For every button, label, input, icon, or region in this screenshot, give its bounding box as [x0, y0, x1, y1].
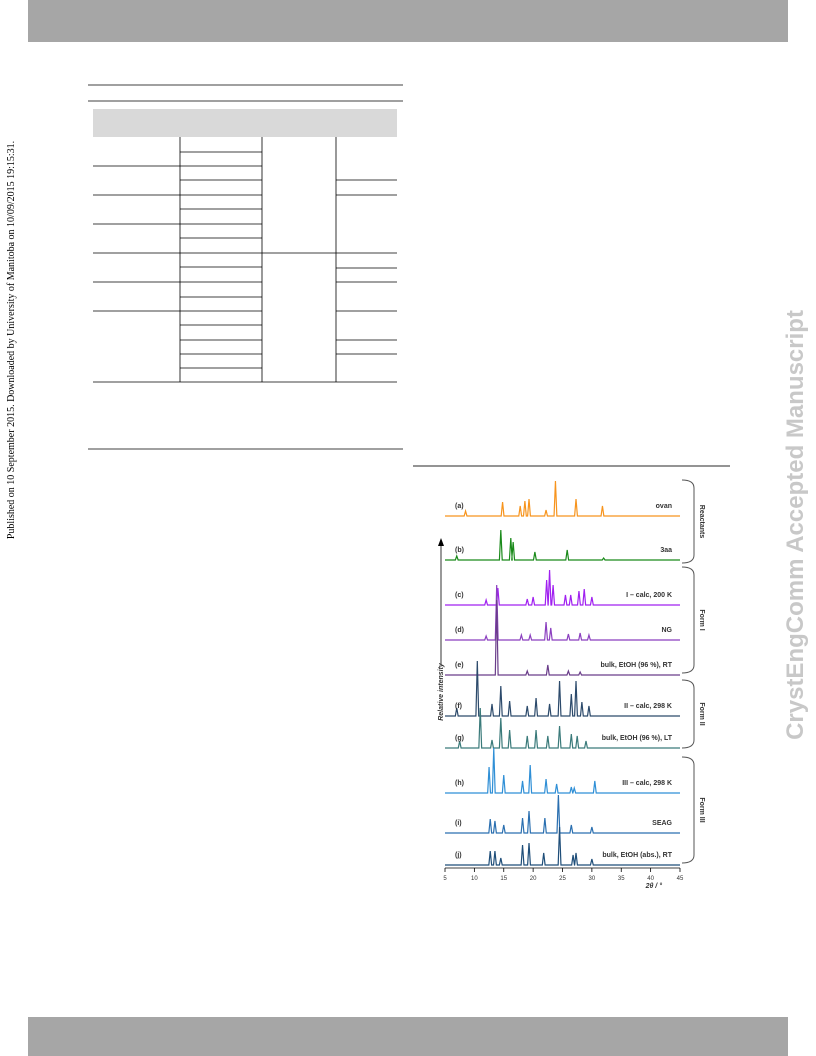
sidebar-left: Published on 10 September 2015. Download… [6, 141, 17, 539]
trace-tag: (b) [455, 547, 464, 554]
trace-label: III – calc, 298 K [622, 780, 672, 787]
group-bracket [681, 679, 695, 749]
trace-tag: (i) [455, 820, 462, 827]
group-bracket [681, 756, 695, 864]
trace-tag: (h) [455, 780, 464, 787]
pattern-trace [445, 480, 680, 517]
trace-label: NG [662, 627, 673, 634]
trace-label: II – calc, 298 K [624, 703, 672, 710]
x-tick-label: 20 [530, 876, 537, 882]
group-bracket [681, 479, 695, 564]
trace-label: 3aa [660, 547, 672, 554]
x-tick-label: 10 [471, 876, 478, 882]
footer-bar [28, 1017, 788, 1056]
pattern-trace [445, 707, 680, 749]
table-header [93, 109, 397, 137]
trace-label: bulk, EtOH (96 %), LT [602, 735, 673, 742]
group-label: Reactants [698, 505, 705, 539]
pattern-trace [445, 747, 680, 794]
trace-tag: (a) [455, 503, 464, 510]
y-arrowhead [438, 538, 444, 546]
x-tick-label: 25 [559, 876, 566, 882]
x-axis-label: 2θ / ° [645, 882, 663, 890]
figure: (a) ovan (b) 3aa (c) I – calc, 200 K (d) NG (e) b… [438, 479, 705, 890]
pattern-trace [445, 826, 680, 866]
group-bracket [681, 566, 695, 674]
trace-label: bulk, EtOH (abs.), RT [602, 852, 672, 859]
table [88, 84, 403, 450]
x-tick-label: 35 [618, 876, 625, 882]
x-tick-label: 45 [677, 876, 684, 882]
y-axis-label: Relative intensity [438, 662, 445, 721]
x-tick-label: 30 [589, 876, 596, 882]
group-label: Form II [698, 702, 705, 725]
trace-tag: (e) [455, 662, 464, 669]
trace-tag: (c) [455, 592, 464, 599]
trace-label: ovan [656, 503, 672, 510]
trace-label: SEAG [652, 820, 672, 827]
pattern-trace [445, 569, 680, 606]
pattern-trace [445, 529, 680, 561]
trace-label: I – calc, 200 K [626, 592, 672, 599]
trace-tag: (j) [455, 852, 462, 859]
x-tick-label: 15 [500, 876, 507, 882]
pattern-trace [445, 794, 680, 834]
trace-tag: (f) [455, 703, 462, 710]
group-label: Form I [698, 609, 705, 630]
trace-tag: (d) [455, 627, 464, 634]
x-tick-label: 5 [443, 876, 447, 882]
pattern-trace [445, 599, 680, 676]
header-bar [28, 0, 788, 42]
pattern-trace [445, 660, 680, 717]
trace-label: bulk, EtOH (96 %), RT [600, 662, 672, 669]
sidebar-right: CrystEngComm Accepted Manuscript [782, 310, 809, 740]
group-label: Form III [698, 797, 705, 822]
trace-tag: (g) [455, 735, 464, 742]
x-tick-label: 40 [647, 876, 654, 882]
